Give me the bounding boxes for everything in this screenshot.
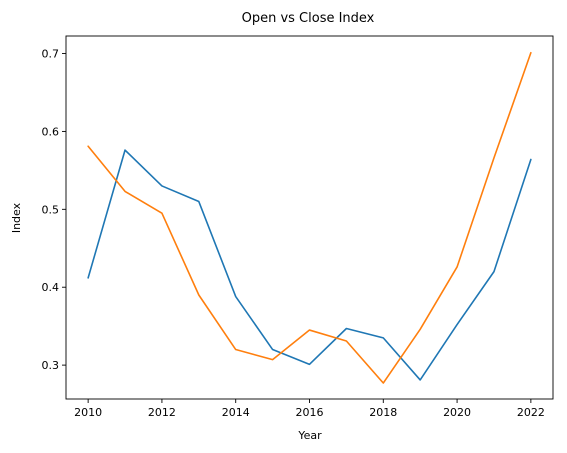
y-tick-label: 0.5 <box>42 203 60 216</box>
x-tick-label: 2010 <box>74 406 102 419</box>
y-axis-label: Index <box>10 202 23 233</box>
x-tick-label: 2016 <box>296 406 324 419</box>
x-axis-label: Year <box>297 429 322 442</box>
y-tick-label: 0.3 <box>42 359 60 372</box>
y-tick-label: 0.4 <box>42 281 60 294</box>
x-tick-label: 2014 <box>222 406 250 419</box>
plot-frame <box>65 35 554 400</box>
y-tick-label: 0.6 <box>42 125 60 138</box>
x-tick-label: 2020 <box>443 406 471 419</box>
series-line-2 <box>87 51 532 384</box>
series-line-1 <box>87 149 532 381</box>
y-tick-label: 0.7 <box>42 48 60 61</box>
chart-title: Open vs Close Index <box>242 11 375 26</box>
x-tick-label: 2018 <box>369 406 397 419</box>
x-tick-label: 2012 <box>148 406 176 419</box>
y-axis: 0.3 0.4 0.5 0.6 0.7 <box>42 48 66 372</box>
x-tick-label: 2022 <box>517 406 545 419</box>
x-axis: 2010 2012 2014 2016 2018 2020 2022 <box>74 399 545 419</box>
series-layer <box>87 51 532 384</box>
